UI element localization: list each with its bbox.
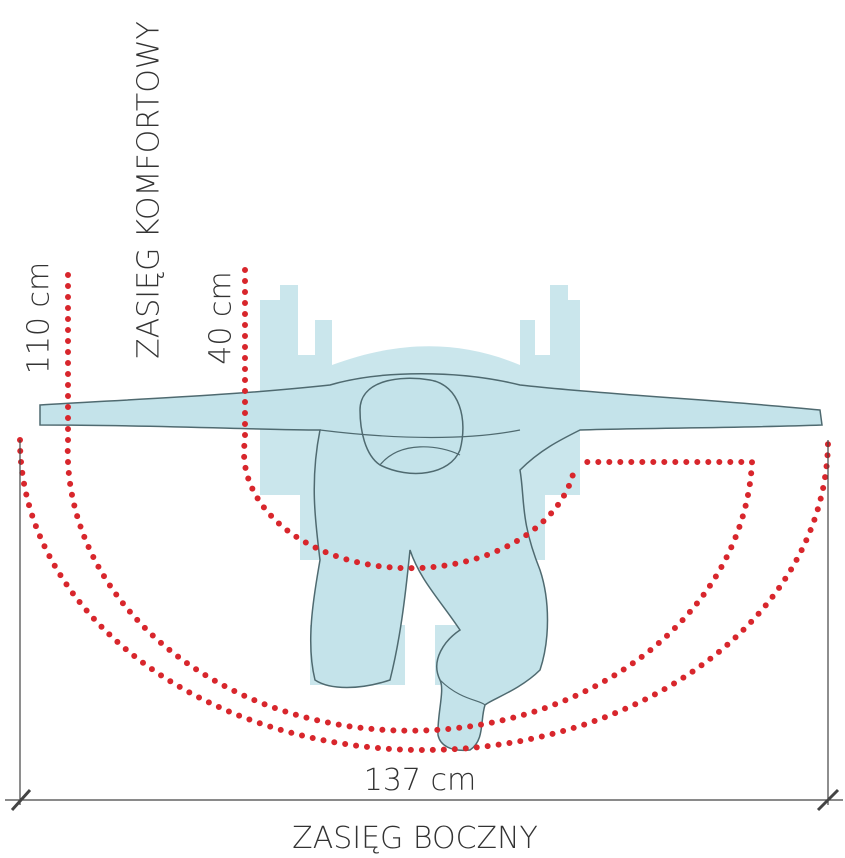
dimension	[5, 440, 843, 812]
title: ZASIĘG KOMFORTOWY	[132, 21, 167, 359]
width-label: 137 cm	[364, 763, 477, 798]
caption: ZASIĘG BOCZNY	[292, 821, 538, 856]
reach-middle	[64, 272, 756, 734]
person	[39, 373, 823, 752]
reach-outer	[17, 437, 831, 753]
outer-reach-label: 110 cm	[22, 262, 57, 375]
reach-inner	[241, 267, 578, 572]
inner-reach-label: 40 cm	[204, 271, 239, 364]
